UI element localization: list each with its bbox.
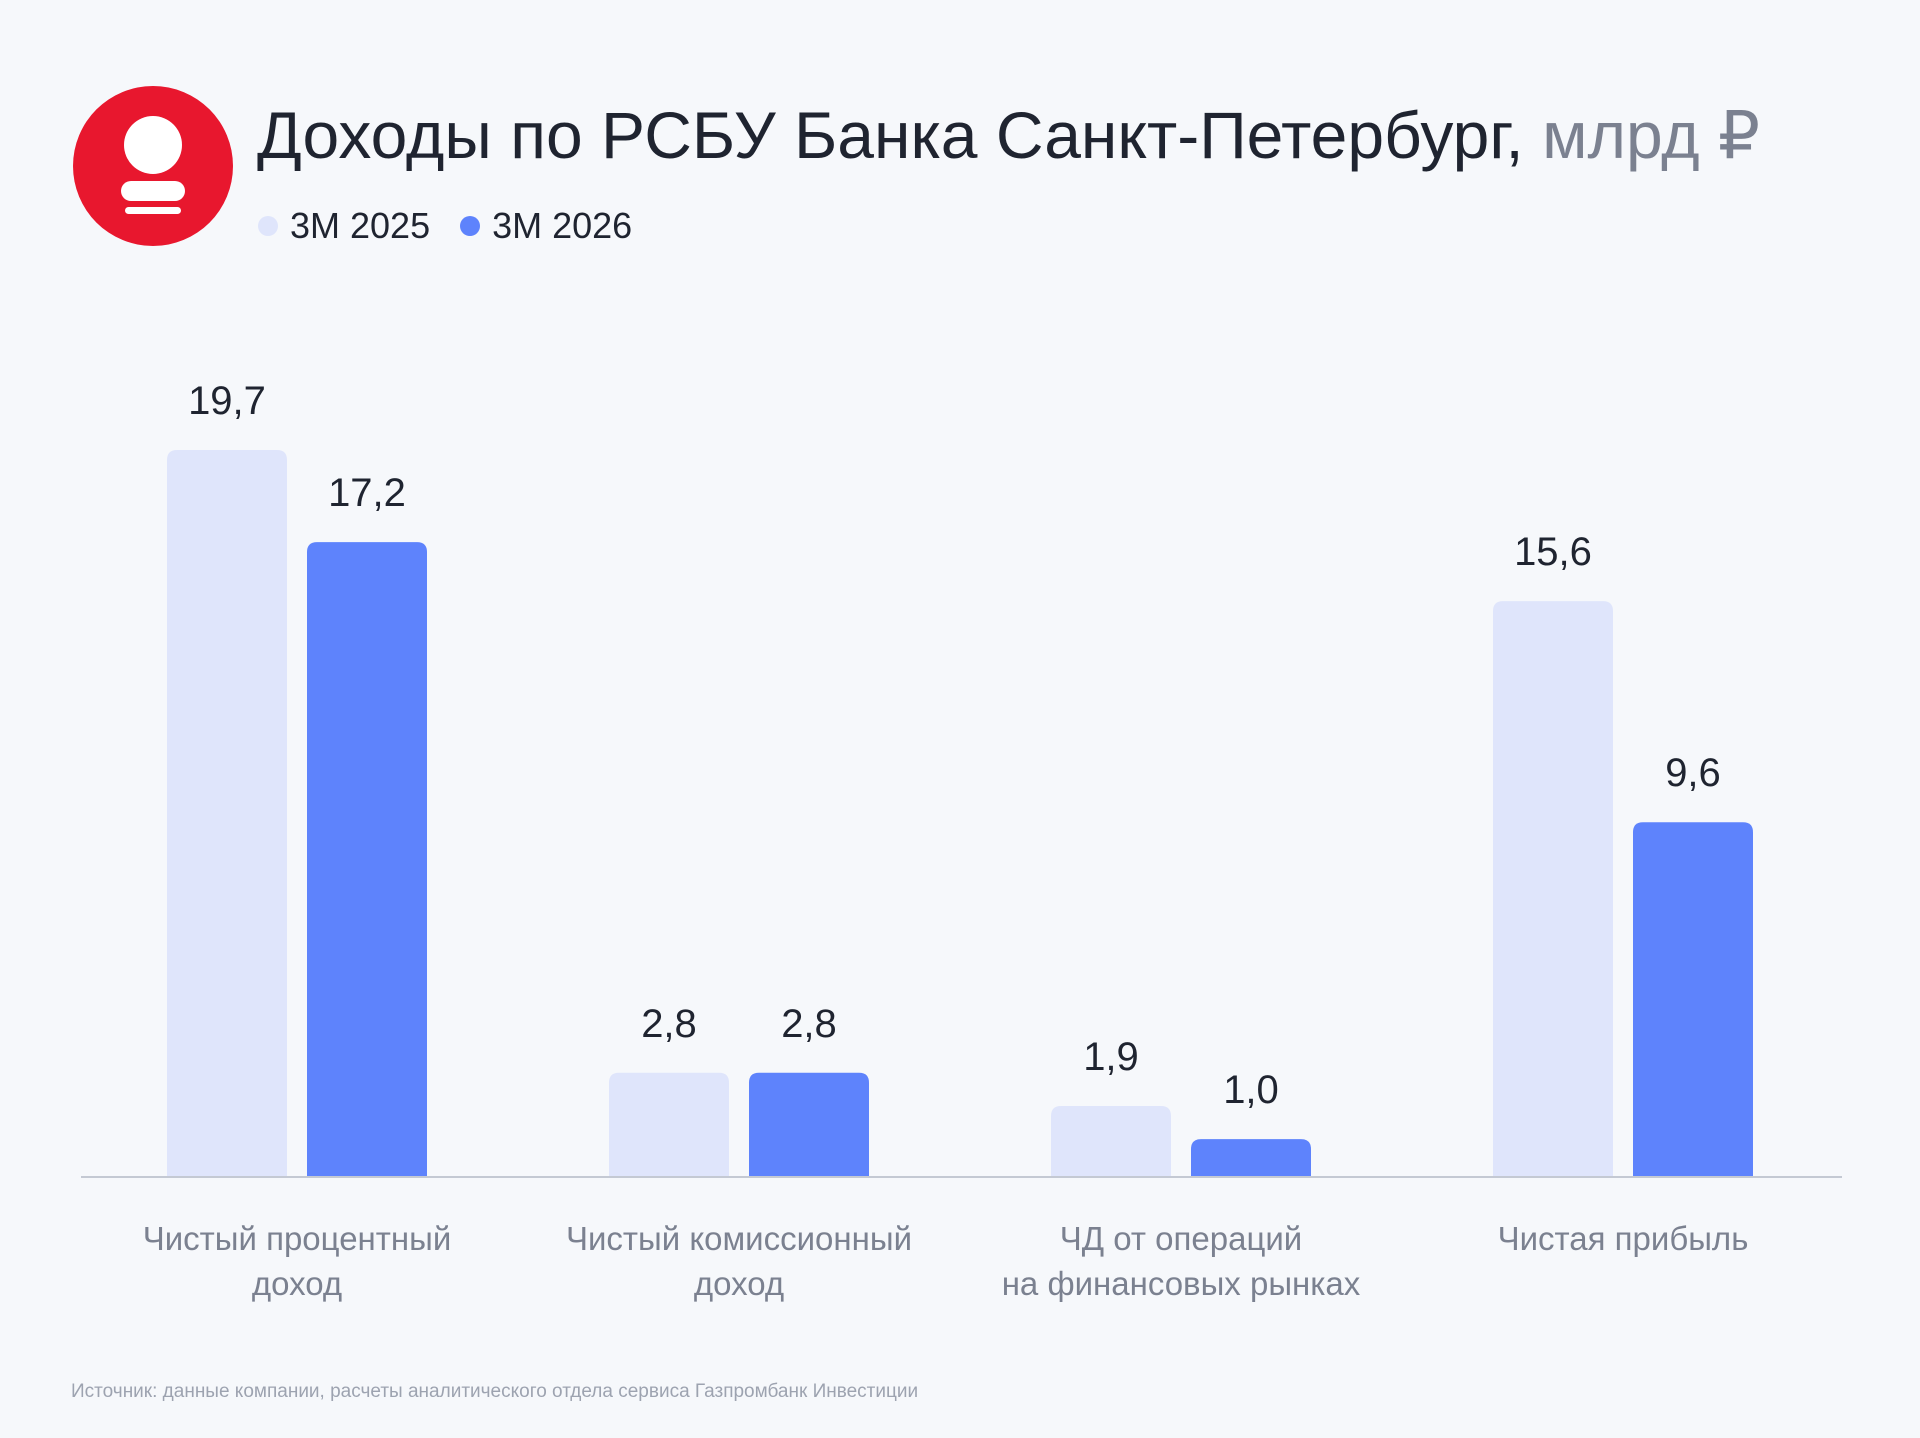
data-label-0-series-0: 19,7 [188, 379, 266, 423]
bar-1-series-0 [609, 1072, 729, 1176]
source-note: Источник: данные компании, расчеты анали… [71, 1381, 919, 1402]
data-label-3-series-1: 9,6 [1665, 751, 1721, 795]
category-label-1-line-1: доход [694, 1265, 784, 1302]
chart-title-unit: млрд ₽ [1542, 98, 1760, 172]
category-label-3-line-0: Чистая прибыль [1498, 1220, 1749, 1257]
bank-logo-icon [73, 86, 233, 246]
logo-head-shape [124, 116, 182, 174]
legend-swatch-2026 [460, 216, 481, 236]
data-label-1-series-0: 2,8 [641, 1002, 697, 1046]
chart-title-main: Доходы по РСБУ Банка Санкт-Петербург, [257, 98, 1524, 172]
logo-body-shape [121, 181, 185, 201]
category-label-0-line-1: доход [252, 1265, 342, 1302]
legend-label-2026: 3М 2026 [492, 205, 633, 246]
category-label-0-line-0: Чистый процентный [143, 1220, 452, 1257]
category-label-2-line-1: на финансовых рынках [1002, 1265, 1361, 1302]
data-label-1-series-1: 2,8 [781, 1002, 837, 1046]
data-label-3-series-0: 15,6 [1514, 530, 1592, 574]
bar-1-series-1 [749, 1072, 869, 1176]
bar-3-series-0 [1493, 601, 1613, 1176]
legend-item-2025: 3М 2025 [258, 204, 430, 248]
legend-swatch-2025 [258, 216, 278, 236]
logo-base-shape [125, 207, 181, 214]
data-label-2-series-1: 1,0 [1223, 1068, 1279, 1112]
bar-0-series-1 [307, 542, 427, 1176]
bar-2-series-0 [1051, 1105, 1171, 1176]
bar-2-series-1 [1191, 1139, 1311, 1176]
bar-3-series-1 [1633, 822, 1753, 1176]
chart-legend: 3М 2025 3М 2026 [258, 204, 662, 248]
bar-0-series-0 [167, 450, 287, 1176]
category-label-2-line-0: ЧД от операций [1060, 1220, 1302, 1257]
legend-label-2025: 3М 2025 [290, 205, 431, 246]
chart-title: Доходы по РСБУ Банка Санкт-Петербург, мл… [257, 95, 1760, 175]
data-label-0-series-1: 17,2 [328, 471, 406, 515]
data-label-2-series-0: 1,9 [1083, 1035, 1139, 1079]
legend-item-2026: 3М 2026 [460, 204, 632, 248]
category-label-1-line-0: Чистый комиссионный [566, 1220, 912, 1257]
